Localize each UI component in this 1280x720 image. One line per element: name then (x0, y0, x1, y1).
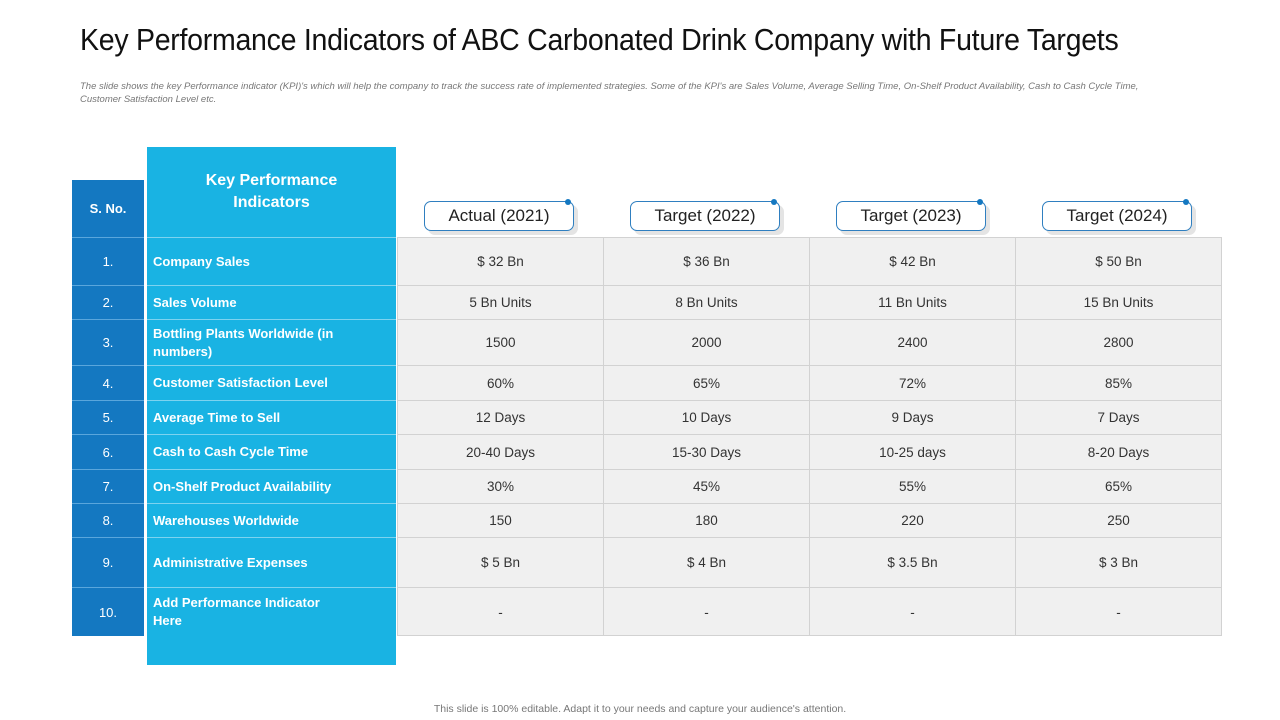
column-header-target-2023: Target (2023) (836, 199, 986, 231)
table-right-border (1221, 237, 1222, 636)
cell-actual-2021: 5 Bn Units (397, 285, 603, 319)
row-kpi-label: Add Performance Indicator Here (147, 587, 396, 636)
row-kpi-label: Bottling Plants Worldwide (in numbers) (147, 319, 396, 365)
table-row: 5. Average Time to Sell 12 Days 10 Days … (0, 400, 1280, 434)
header-dot-icon (565, 199, 571, 205)
column-header-label: Actual (2021) (448, 206, 550, 225)
cell-actual-2021: 12 Days (397, 400, 603, 434)
kpi-header-label: Key Performance Indicators (205, 172, 338, 211)
row-kpi-label: Average Time to Sell (147, 400, 396, 434)
cell-target-2023: 9 Days (809, 400, 1015, 434)
row-number: 4. (72, 365, 144, 400)
footer-note: This slide is 100% editable. Adapt it to… (433, 703, 847, 715)
cell-target-2022: 65% (603, 365, 809, 400)
row-kpi-label: Cash to Cash Cycle Time (147, 434, 396, 469)
cell-actual-2021: 60% (397, 365, 603, 400)
table-row: 9. Administrative Expenses $ 5 Bn $ 4 Bn… (0, 537, 1280, 587)
row-number: 3. (72, 319, 144, 365)
table-row: 4. Customer Satisfaction Level 60% 65% 7… (0, 365, 1280, 400)
cell-target-2023: 11 Bn Units (809, 285, 1015, 319)
table-row: 7. On-Shelf Product Availability 30% 45%… (0, 469, 1280, 503)
row-kpi-label: Warehouses Worldwide (147, 503, 396, 537)
cell-target-2023: - (809, 587, 1015, 636)
cell-target-2022: 15-30 Days (603, 434, 809, 469)
row-kpi-label: On-Shelf Product Availability (147, 469, 396, 503)
cell-actual-2021: 150 (397, 503, 603, 537)
table-bottom-border (397, 635, 1222, 636)
row-number: 7. (72, 469, 144, 503)
cell-actual-2021: $ 5 Bn (397, 537, 603, 587)
cell-target-2022: 2000 (603, 319, 809, 365)
cell-target-2022: 180 (603, 503, 809, 537)
cell-actual-2021: - (397, 587, 603, 636)
column-header-label: Target (2023) (860, 206, 962, 225)
sno-header: S. No. (72, 180, 144, 237)
row-number: 8. (72, 503, 144, 537)
slide-title: Key Performance Indicators of ABC Carbon… (80, 22, 1119, 57)
kpi-column-footer (147, 636, 396, 665)
header-dot-icon (1183, 199, 1189, 205)
row-kpi-label: Administrative Expenses (147, 537, 396, 587)
column-header-label: Target (2022) (654, 206, 756, 225)
header-dot-icon (977, 199, 983, 205)
row-number: 9. (72, 537, 144, 587)
cell-target-2024: 85% (1015, 365, 1221, 400)
cell-target-2024: 250 (1015, 503, 1221, 537)
cell-target-2023: 220 (809, 503, 1015, 537)
row-kpi-label: Company Sales (147, 237, 396, 285)
cell-target-2022: 10 Days (603, 400, 809, 434)
header-dot-icon (771, 199, 777, 205)
cell-target-2024: - (1015, 587, 1221, 636)
row-number: 2. (72, 285, 144, 319)
cell-actual-2021: 30% (397, 469, 603, 503)
row-kpi-label: Customer Satisfaction Level (147, 365, 396, 400)
table-row: 8. Warehouses Worldwide 150 180 220 250 (0, 503, 1280, 537)
cell-target-2024: 7 Days (1015, 400, 1221, 434)
row-kpi-label: Sales Volume (147, 285, 396, 319)
column-header-label: Target (2024) (1066, 206, 1168, 225)
slide-subtitle: The slide shows the key Performance indi… (80, 81, 1139, 105)
cell-target-2022: $ 4 Bn (603, 537, 809, 587)
row-number: 5. (72, 400, 144, 434)
table-row: 10. Add Performance Indicator Here - - -… (0, 587, 1280, 636)
kpi-header: Key Performance Indicators (147, 147, 396, 237)
cell-target-2022: 45% (603, 469, 809, 503)
table-row: 6. Cash to Cash Cycle Time 20-40 Days 15… (0, 434, 1280, 469)
cell-target-2024: $ 3 Bn (1015, 537, 1221, 587)
cell-target-2022: $ 36 Bn (603, 237, 809, 285)
cell-target-2024: 2800 (1015, 319, 1221, 365)
column-header-target-2022: Target (2022) (630, 199, 780, 231)
cell-target-2023: 55% (809, 469, 1015, 503)
cell-target-2024: 65% (1015, 469, 1221, 503)
table-row: 2. Sales Volume 5 Bn Units 8 Bn Units 11… (0, 285, 1280, 319)
cell-target-2023: $ 3.5 Bn (809, 537, 1015, 587)
cell-target-2023: 2400 (809, 319, 1015, 365)
row-number: 6. (72, 434, 144, 469)
table-row: 3. Bottling Plants Worldwide (in numbers… (0, 319, 1280, 365)
cell-target-2024: $ 50 Bn (1015, 237, 1221, 285)
cell-target-2024: 15 Bn Units (1015, 285, 1221, 319)
cell-target-2023: 10-25 days (809, 434, 1015, 469)
cell-target-2023: $ 42 Bn (809, 237, 1015, 285)
cell-actual-2021: 1500 (397, 319, 603, 365)
table-row: 1. Company Sales $ 32 Bn $ 36 Bn $ 42 Bn… (0, 237, 1280, 285)
row-number: 1. (72, 237, 144, 285)
cell-actual-2021: 20-40 Days (397, 434, 603, 469)
cell-target-2022: 8 Bn Units (603, 285, 809, 319)
cell-actual-2021: $ 32 Bn (397, 237, 603, 285)
column-header-actual-2021: Actual (2021) (424, 199, 574, 231)
row-number: 10. (72, 587, 144, 636)
cell-target-2022: - (603, 587, 809, 636)
column-header-target-2024: Target (2024) (1042, 199, 1192, 231)
cell-target-2024: 8-20 Days (1015, 434, 1221, 469)
cell-target-2023: 72% (809, 365, 1015, 400)
